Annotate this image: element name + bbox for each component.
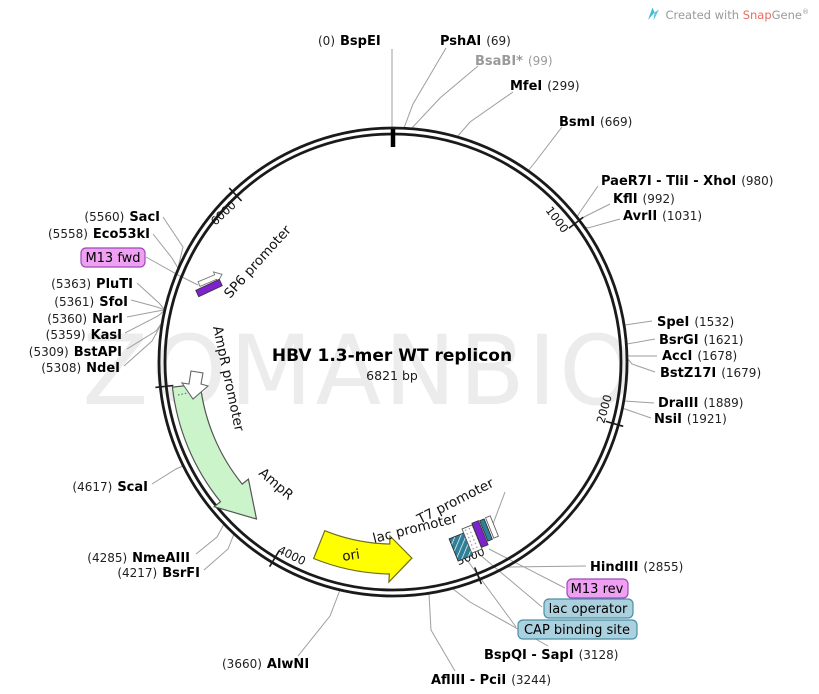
site-nmeaiii[interactable]: (4285) NmeAIII: [87, 551, 190, 566]
site-scai[interactable]: (4617) ScaI: [72, 480, 148, 495]
lac-t7-feature-cluster: [448, 515, 500, 562]
t7-promoter-feature[interactable]: [484, 515, 500, 539]
site-kasi[interactable]: (5359) KasI: [46, 328, 122, 343]
watermark: ZOMANBIO: [82, 315, 637, 427]
site-pluti[interactable]: (5363) PluTI: [51, 277, 133, 292]
site-bsrgi[interactable]: BsrGI (1621): [659, 333, 743, 348]
ampr-label[interactable]: AmpR: [255, 465, 296, 504]
site-saci[interactable]: (5560) SacI: [84, 210, 160, 225]
lac-operator-box[interactable]: [543, 598, 634, 619]
site-avrii[interactable]: AvrII (1031): [623, 209, 702, 224]
site-bspqi-sapi[interactable]: BspQI - SapI (3128): [484, 648, 618, 663]
site-ndei[interactable]: (5308) NdeI: [41, 361, 120, 376]
m13-fwd-box-label[interactable]: M13 fwd: [85, 251, 140, 266]
site-bsrfi[interactable]: (4217) BsrFI: [117, 566, 200, 581]
site-hindiii[interactable]: HindIII (2855): [590, 560, 683, 575]
snapgene-credit: Created with SnapGene®: [646, 7, 809, 22]
cap-binding-site-box-label[interactable]: CAP binding site: [524, 623, 630, 638]
site-nsii[interactable]: NsiI (1921): [654, 412, 727, 427]
site-bsabi[interactable]: BsaBI* (99): [475, 54, 553, 69]
m13-rev-box[interactable]: [566, 578, 629, 599]
site-kfli[interactable]: KflI (992): [613, 192, 675, 207]
m13-fwd-box[interactable]: [80, 247, 146, 268]
plasmid-title: HBV 1.3-mer WT replicon: [272, 346, 512, 366]
ori-feature-arrow[interactable]: [312, 529, 413, 584]
site-mfei[interactable]: MfeI (299): [510, 79, 580, 94]
cap-binding-site-box[interactable]: [517, 619, 638, 640]
m13-rev-primer-bar[interactable]: [471, 520, 489, 548]
site-alwni[interactable]: (3660) AlwNI: [222, 657, 309, 672]
ampr-gene-arrow[interactable]: [171, 383, 258, 520]
site-bsmi[interactable]: BsmI (669): [559, 115, 632, 130]
site-bstz17i[interactable]: BstZ17I (1679): [660, 366, 761, 381]
site-spei[interactable]: SpeI (1532): [657, 315, 734, 330]
scale-ticks: [155, 187, 624, 585]
ori-label[interactable]: ori: [341, 546, 361, 565]
lac-operator-feature[interactable]: [479, 518, 493, 542]
site-bstapi[interactable]: (5309) BstAPI: [29, 345, 122, 360]
credit-text: Created with SnapGene®: [665, 7, 809, 22]
restriction-site-labels: (0) BspEI PshAI (69) BsaBI* (99) MfeI (299) …: [29, 34, 774, 688]
site-bspei[interactable]: (0) BspEI: [318, 34, 381, 49]
snapgene-logo-icon: [648, 7, 660, 21]
m13-fwd-primer-bar[interactable]: [195, 278, 223, 298]
tick-label-6000: 6000: [208, 198, 239, 228]
site-nari[interactable]: (5360) NarI: [47, 312, 123, 327]
site-draiii[interactable]: DraIII (1889): [658, 396, 743, 411]
plasmid-size: 6821 bp: [366, 368, 418, 383]
lac-operator-box-label[interactable]: lac operator: [549, 602, 628, 617]
site-pshai[interactable]: PshAI (69): [440, 34, 511, 49]
sp6-promoter-arrow[interactable]: [197, 269, 224, 289]
ampr-promoter-arrow[interactable]: [180, 370, 210, 400]
site-eco53ki[interactable]: (5558) Eco53kI: [48, 227, 150, 242]
tick-label-4000: 4000: [276, 543, 308, 568]
m13-rev-box-label[interactable]: M13 rev: [571, 582, 624, 597]
site-afliii-pcii[interactable]: AflIII - PciI (3244): [431, 673, 551, 688]
brand-snap: Snap: [742, 7, 772, 22]
brand-gene: Gene: [771, 7, 802, 22]
site-acci[interactable]: AccI (1678): [662, 349, 737, 364]
label-boxes: M13 fwd M13 rev lac operator CAP binding…: [80, 247, 638, 640]
tick-label-1000: 1000: [543, 204, 572, 236]
sp6-promoter-label[interactable]: SP6 promoter: [221, 222, 295, 302]
site-paer7i-tlii-xhoi[interactable]: PaeR7I - TliI - XhoI (980): [601, 174, 774, 189]
site-sfoi[interactable]: (5361) SfoI: [54, 295, 128, 310]
